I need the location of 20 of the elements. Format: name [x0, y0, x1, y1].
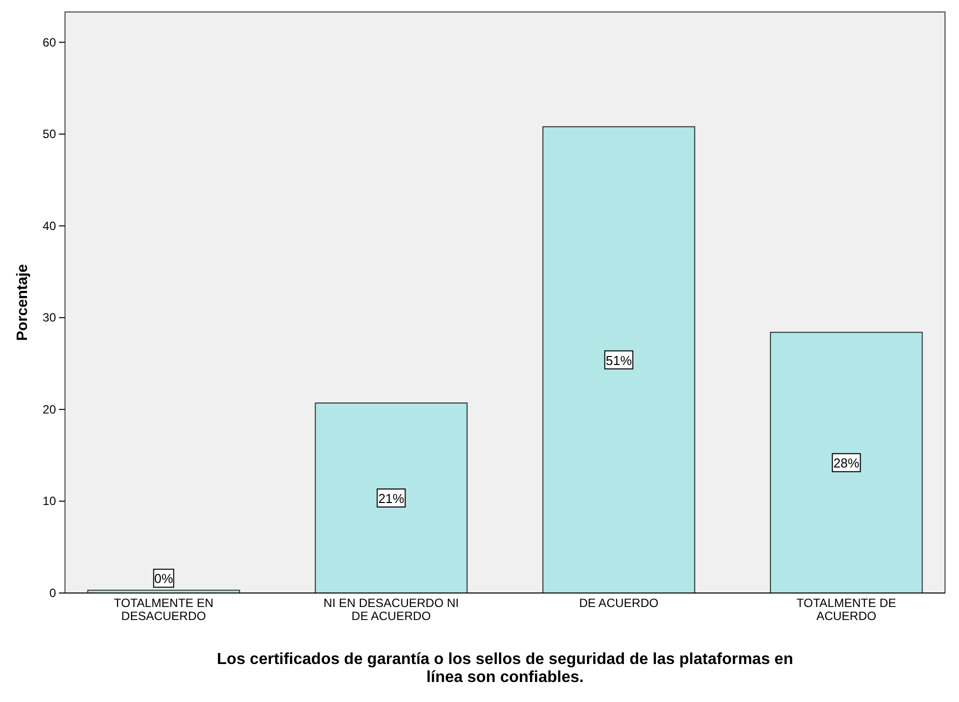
y-tick-label: 20 — [42, 402, 56, 416]
y-tick-label: 50 — [42, 127, 56, 142]
x-tick-label: DE ACUERDO — [579, 596, 658, 610]
data-label: 0% — [154, 571, 174, 586]
x-tick-label: NI EN DESACUERDO NI DE ACUERDO — [324, 596, 459, 623]
bar — [770, 332, 923, 594]
bar — [314, 402, 468, 594]
y-tick-label: 40 — [42, 218, 56, 233]
x-axis-title: Los certificados de garantía o los sellos de seguridad de las plataformas en línea son confiables. — [216, 651, 794, 686]
data-label: 28% — [833, 456, 860, 471]
x-tick-label: TOTALMENTE DE ACUERDO — [796, 596, 896, 623]
y-tick-label: 10 — [42, 494, 56, 508]
y-axis-title: Porcentaje — [14, 264, 31, 341]
y-tick-label: 60 — [42, 35, 56, 50]
x-tick-label: TOTALMENTE EN DESACUERDO — [114, 596, 214, 623]
y-tick-label: 0 — [49, 586, 56, 600]
data-label: 51% — [606, 352, 632, 368]
data-label: 21% — [378, 491, 405, 506]
bar — [542, 126, 696, 594]
y-tick-label: 30 — [42, 310, 56, 325]
